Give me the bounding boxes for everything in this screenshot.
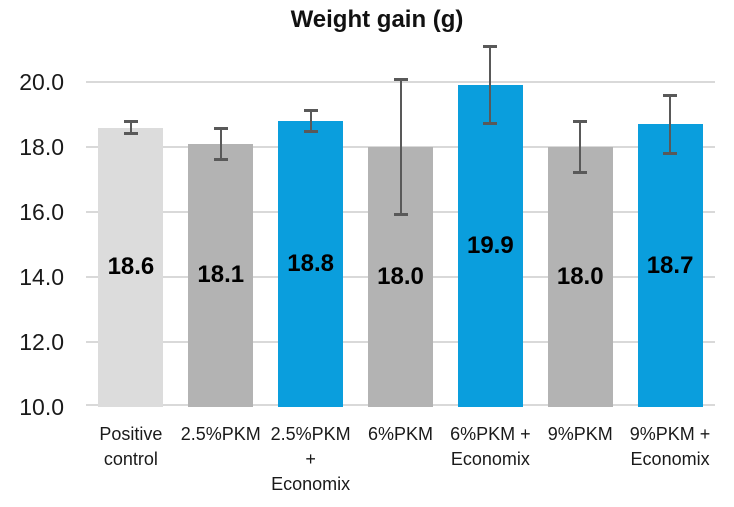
bar — [457, 85, 523, 407]
x-tick-label-line: Economix — [630, 449, 710, 469]
error-bar-stem — [399, 78, 402, 216]
error-bar-bottom-cap — [483, 122, 498, 126]
bar — [188, 143, 254, 407]
y-tick-label: 16.0 — [19, 199, 64, 225]
bar-value-label: 18.6 — [107, 253, 155, 281]
y-tick-label: 10.0 — [19, 394, 64, 420]
error-bar-top-cap — [213, 126, 228, 130]
error-bar-stem — [129, 121, 132, 134]
bar-value-label: 18.0 — [556, 263, 604, 290]
bar-value-label: 18.8 — [287, 250, 334, 277]
error-bar-bottom-cap — [663, 151, 678, 155]
error-bar-top-cap — [393, 77, 408, 81]
error-bar-top-cap — [483, 45, 498, 49]
x-tick-label: 2.5%PKM + Economix — [256, 422, 366, 497]
x-tick-label-line: Economix — [450, 449, 530, 469]
error-bar-top-cap — [123, 120, 138, 123]
bar — [278, 121, 344, 407]
error-bar-stem — [489, 46, 492, 125]
y-tick-label: 18.0 — [19, 134, 64, 160]
y-tick-label: 14.0 — [19, 264, 64, 290]
bar — [637, 124, 703, 407]
x-tick-label-line: 6%PKM — [367, 424, 433, 444]
bar-value-label: 19.9 — [466, 232, 514, 260]
x-tick-label-line: Positive — [99, 424, 163, 444]
error-bar-stem — [579, 121, 582, 173]
y-tick-label: 12.0 — [19, 329, 64, 355]
bar-value-label: 18.7 — [646, 251, 694, 279]
error-bar-bottom-cap — [393, 213, 408, 217]
bar-value-label: 18.0 — [377, 263, 424, 290]
bar — [547, 147, 613, 407]
x-tick-label: 2.5%PKM — [166, 422, 276, 447]
bar — [98, 127, 164, 407]
error-bar-stem — [309, 109, 312, 133]
chart-title: Weight gain (g) — [290, 6, 464, 33]
x-tick-label: 9%PKM + Economix — [615, 422, 725, 472]
error-bar-bottom-cap — [213, 158, 228, 161]
y-tick-label: 20.0 — [19, 69, 64, 95]
error-bar-top-cap — [663, 94, 678, 97]
x-tick-label: 6%PKM + Economix — [435, 422, 545, 472]
error-bar-bottom-cap — [123, 132, 138, 135]
error-bar-top-cap — [573, 120, 588, 123]
x-tick-label: Positive control — [76, 422, 186, 472]
x-tick-label: 9%PKM — [525, 422, 635, 447]
x-tick-label-line: 2.5%PKM — [270, 424, 351, 444]
x-tick-label-line: Economix — [271, 474, 351, 494]
plot-area: 18.6 18.1 18.8 18.0 19.9 18.0 18.7 — [86, 34, 715, 407]
x-tick-label-line: 2.5%PKM — [180, 424, 261, 444]
x-tick-label: 6%PKM — [346, 422, 456, 447]
bar-value-label: 18.1 — [197, 261, 245, 289]
error-bar-bottom-cap — [573, 171, 588, 174]
x-tick-label-line: 6%PKM + — [450, 424, 531, 444]
error-bar-stem — [669, 95, 672, 154]
error-bar-bottom-cap — [303, 130, 318, 134]
x-tick-label-line: 9%PKM — [547, 424, 613, 444]
x-tick-label-line: control — [103, 449, 158, 469]
x-tick-label-line: + — [305, 449, 316, 469]
error-bar-top-cap — [303, 108, 318, 112]
x-tick-label-line: 9%PKM + — [629, 424, 711, 444]
error-bar-stem — [219, 127, 222, 160]
